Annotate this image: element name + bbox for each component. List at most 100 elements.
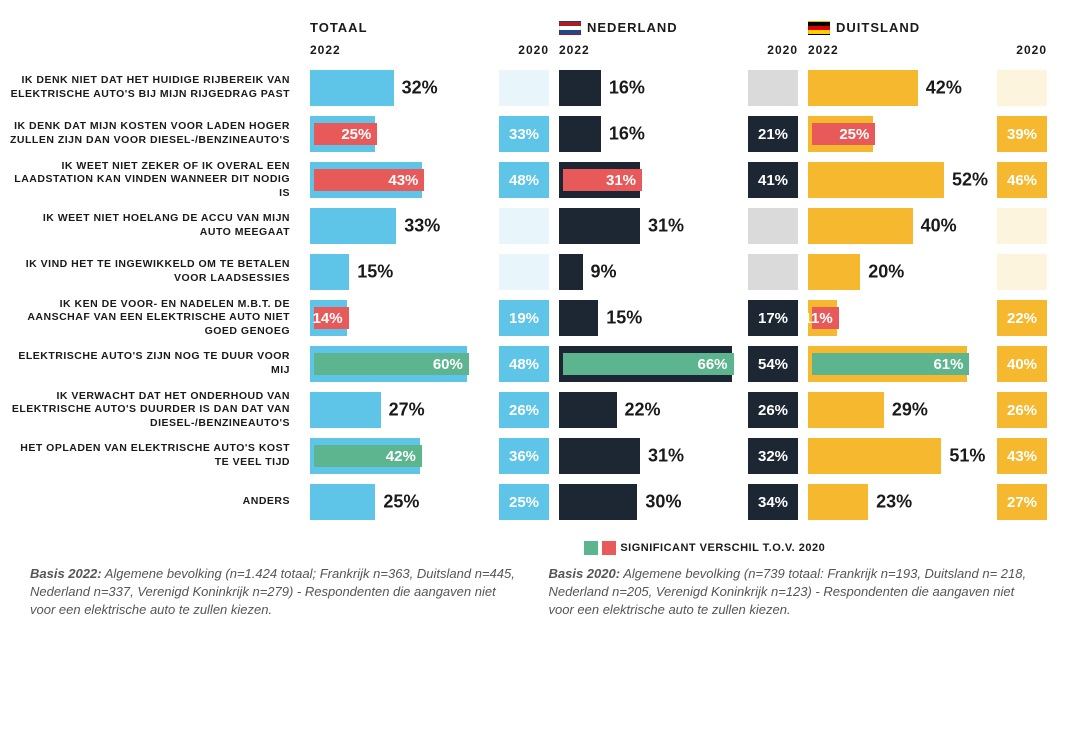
value-2022: 9% — [591, 262, 617, 283]
year-2020: 2020 — [997, 43, 1047, 57]
value-2022: 33% — [404, 216, 440, 237]
footnote-2022: Basis 2022: Algemene bevolking (n=1.424 … — [30, 565, 519, 620]
shade-2020 — [997, 254, 1047, 290]
bar-2022: 60% — [310, 345, 493, 383]
data-cell: 14% 19% — [310, 295, 549, 341]
value-2022: 42% — [926, 78, 962, 99]
bar-2022: 33% — [310, 207, 493, 245]
data-cell: 51% 43% — [808, 433, 1047, 479]
value-2022: 15% — [357, 262, 393, 283]
row-label: IK VIND HET TE INGEWIKKELD OM TE BETALEN… — [10, 249, 300, 295]
data-cell: 31%41% — [559, 157, 798, 203]
bar-2022: 15% — [310, 253, 493, 291]
data-cell: 15% 17% — [559, 295, 798, 341]
shade-2020 — [499, 208, 549, 244]
value-2022: 51% — [949, 446, 985, 467]
data-cell: 42%36% — [310, 433, 549, 479]
column-header-totaal: TOTAAL — [310, 20, 549, 43]
value-2022: 52% — [952, 170, 988, 191]
significance-overlay: 11% — [812, 307, 839, 329]
year-labels-totaal: 20222020 — [310, 43, 549, 65]
footnote-2020-text: Algemene bevolking (n=739 totaal: Frankr… — [549, 566, 1027, 617]
value-2020: 48% — [499, 162, 549, 198]
data-cell: 61%40% — [808, 341, 1047, 387]
data-cell: 43%48% — [310, 157, 549, 203]
value-2020: 48% — [499, 346, 549, 382]
legend: SIGNIFICANT VERSCHIL T.O.V. 2020 — [363, 541, 1047, 555]
data-cell: 16%21% — [559, 111, 798, 157]
row-label: IK DENK DAT MIJN KOSTEN VOOR LADEN HOGER… — [10, 111, 300, 157]
value-2022: 27% — [389, 400, 425, 421]
data-cell: 31%32% — [559, 433, 798, 479]
row-label: ANDERS — [10, 479, 300, 525]
bar-2022: 61% — [808, 345, 991, 383]
value-2020: 25% — [499, 484, 549, 520]
legend-swatch-up — [584, 541, 598, 555]
row-label: IK VERWACHT DAT HET ONDERHOUD VAN ELEKTR… — [10, 387, 300, 433]
data-cell: 15% — [310, 249, 549, 295]
value-2020: 39% — [997, 116, 1047, 152]
row-label: IK WEET NIET ZEKER OF IK OVERAL EEN LAAD… — [10, 157, 300, 203]
data-cell: 25%25% — [310, 479, 549, 525]
data-cell: 32% — [310, 65, 549, 111]
value-2020: 34% — [748, 484, 798, 520]
bar-2022: 52% — [808, 161, 991, 199]
bar-2022: 31% — [559, 161, 742, 199]
column-title: DUITSLAND — [836, 20, 920, 35]
data-cell: 30%34% — [559, 479, 798, 525]
bar-2022: 32% — [310, 69, 493, 107]
data-cell: 66%54% — [559, 341, 798, 387]
shade-2020 — [748, 208, 798, 244]
data-cell: 27%26% — [310, 387, 549, 433]
bar-2022: 22% — [559, 391, 742, 429]
flag-nl — [559, 21, 581, 35]
bar-2022: 15% — [559, 299, 742, 337]
row-label: IK WEET NIET HOELANG DE ACCU VAN MIJN AU… — [10, 203, 300, 249]
year-labels-duitsland: 20222020 — [808, 43, 1047, 65]
data-cell: 42% — [808, 65, 1047, 111]
bar-2022: 40% — [808, 207, 991, 245]
data-cell: 25%33% — [310, 111, 549, 157]
footnote-2020: Basis 2020: Algemene bevolking (n=739 to… — [549, 565, 1038, 620]
value-2022: 31% — [648, 216, 684, 237]
value-2020: 26% — [748, 392, 798, 428]
bar-2022: 9% — [559, 253, 742, 291]
bar-2022: 16% — [559, 115, 742, 153]
bar-2022: 27% — [310, 391, 493, 429]
shade-2020 — [499, 254, 549, 290]
value-2020: 19% — [499, 300, 549, 336]
data-cell: 11% 22% — [808, 295, 1047, 341]
column-title: NEDERLAND — [587, 20, 678, 35]
data-cell: 40% — [808, 203, 1047, 249]
value-2022: 16% — [609, 124, 645, 145]
bar-2022: 30% — [559, 483, 742, 521]
significance-overlay: 14% — [314, 307, 349, 329]
significance-overlay: 42% — [314, 445, 422, 467]
bar-2022: 16% — [559, 69, 742, 107]
column-header-duitsland: DUITSLAND — [808, 20, 1047, 43]
value-2020: 40% — [997, 346, 1047, 382]
value-2020: 17% — [748, 300, 798, 336]
bar-2022: 11% — [808, 299, 991, 337]
value-2022: 16% — [609, 78, 645, 99]
value-2022: 31% — [648, 446, 684, 467]
data-cell: 33% — [310, 203, 549, 249]
year-2022: 2022 — [310, 43, 493, 57]
shade-2020 — [499, 70, 549, 106]
row-label: IK DENK NIET DAT HET HUIDIGE RIJBEREIK V… — [10, 65, 300, 111]
column-title: TOTAAL — [310, 20, 368, 35]
bar-2022: 29% — [808, 391, 991, 429]
value-2022: 23% — [876, 492, 912, 513]
value-2020: 43% — [997, 438, 1047, 474]
significance-overlay: 31% — [563, 169, 642, 191]
value-2022: 22% — [625, 400, 661, 421]
data-cell: 22% 26% — [559, 387, 798, 433]
bar-2022: 43% — [310, 161, 493, 199]
bar-2022: 31% — [559, 437, 742, 475]
value-2020: 46% — [997, 162, 1047, 198]
value-2022: 40% — [921, 216, 957, 237]
value-2020: 22% — [997, 300, 1047, 336]
value-2022: 15% — [606, 308, 642, 329]
value-2020: 33% — [499, 116, 549, 152]
year-labels-nederland: 20222020 — [559, 43, 798, 65]
